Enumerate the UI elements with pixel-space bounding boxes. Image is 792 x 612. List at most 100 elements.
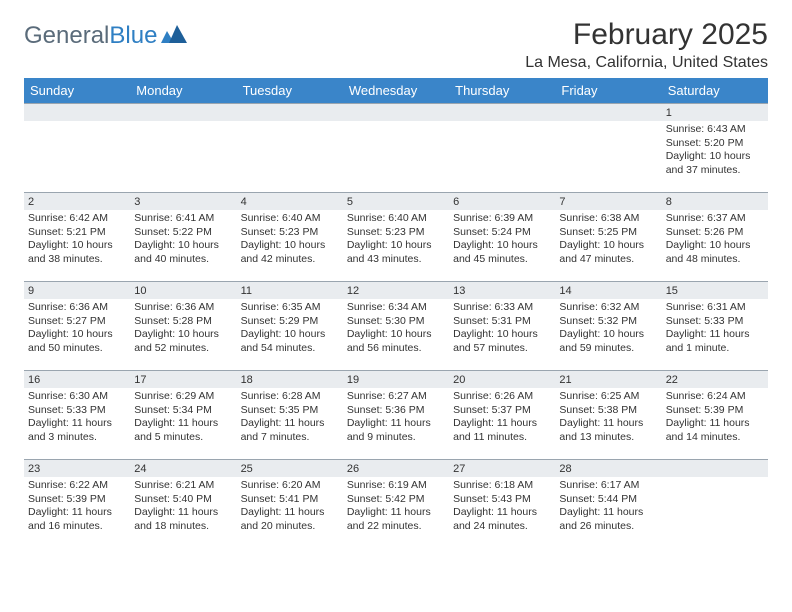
sunset-text: Sunset: 5:37 PM <box>453 404 551 418</box>
daylight-text: Daylight: 10 hours and 43 minutes. <box>347 239 445 266</box>
day-body: Sunrise: 6:24 AMSunset: 5:39 PMDaylight:… <box>662 388 768 449</box>
day-body: Sunrise: 6:30 AMSunset: 5:33 PMDaylight:… <box>24 388 130 449</box>
daylight-text: Daylight: 11 hours and 11 minutes. <box>453 417 551 444</box>
sunset-text: Sunset: 5:36 PM <box>347 404 445 418</box>
day-body: Sunrise: 6:41 AMSunset: 5:22 PMDaylight:… <box>130 210 236 271</box>
day-cell: 2Sunrise: 6:42 AMSunset: 5:21 PMDaylight… <box>24 193 130 281</box>
daylight-text: Daylight: 11 hours and 1 minute. <box>666 328 764 355</box>
daylight-text: Daylight: 11 hours and 9 minutes. <box>347 417 445 444</box>
day-number: 23 <box>24 460 130 477</box>
daylight-text: Daylight: 11 hours and 3 minutes. <box>28 417 126 444</box>
day-cell: 27Sunrise: 6:18 AMSunset: 5:43 PMDayligh… <box>449 460 555 548</box>
daylight-text: Daylight: 10 hours and 40 minutes. <box>134 239 232 266</box>
day-body: Sunrise: 6:31 AMSunset: 5:33 PMDaylight:… <box>662 299 768 360</box>
day-cell: 13Sunrise: 6:33 AMSunset: 5:31 PMDayligh… <box>449 282 555 370</box>
day-body: Sunrise: 6:27 AMSunset: 5:36 PMDaylight:… <box>343 388 449 449</box>
sunrise-text: Sunrise: 6:17 AM <box>559 479 657 493</box>
day-number: 18 <box>237 371 343 388</box>
day-body <box>237 121 343 127</box>
sunrise-text: Sunrise: 6:38 AM <box>559 212 657 226</box>
day-cell: 17Sunrise: 6:29 AMSunset: 5:34 PMDayligh… <box>130 371 236 459</box>
day-number: 1 <box>662 104 768 121</box>
day-cell: 15Sunrise: 6:31 AMSunset: 5:33 PMDayligh… <box>662 282 768 370</box>
sunset-text: Sunset: 5:34 PM <box>134 404 232 418</box>
day-body: Sunrise: 6:18 AMSunset: 5:43 PMDaylight:… <box>449 477 555 538</box>
daylight-text: Daylight: 11 hours and 7 minutes. <box>241 417 339 444</box>
day-number: 28 <box>555 460 661 477</box>
sunrise-text: Sunrise: 6:33 AM <box>453 301 551 315</box>
day-number: 19 <box>343 371 449 388</box>
day-body: Sunrise: 6:39 AMSunset: 5:24 PMDaylight:… <box>449 210 555 271</box>
day-body: Sunrise: 6:21 AMSunset: 5:40 PMDaylight:… <box>130 477 236 538</box>
daylight-text: Daylight: 11 hours and 18 minutes. <box>134 506 232 533</box>
day-number <box>237 104 343 121</box>
sunset-text: Sunset: 5:33 PM <box>28 404 126 418</box>
sunset-text: Sunset: 5:43 PM <box>453 493 551 507</box>
day-number: 10 <box>130 282 236 299</box>
day-number: 20 <box>449 371 555 388</box>
day-header-wednesday: Wednesday <box>343 78 449 103</box>
daylight-text: Daylight: 10 hours and 59 minutes. <box>559 328 657 355</box>
day-number: 17 <box>130 371 236 388</box>
day-body <box>555 121 661 127</box>
sunrise-text: Sunrise: 6:22 AM <box>28 479 126 493</box>
day-cell: 26Sunrise: 6:19 AMSunset: 5:42 PMDayligh… <box>343 460 449 548</box>
sunrise-text: Sunrise: 6:28 AM <box>241 390 339 404</box>
sunrise-text: Sunrise: 6:20 AM <box>241 479 339 493</box>
day-cell: 6Sunrise: 6:39 AMSunset: 5:24 PMDaylight… <box>449 193 555 281</box>
day-number: 25 <box>237 460 343 477</box>
day-body: Sunrise: 6:28 AMSunset: 5:35 PMDaylight:… <box>237 388 343 449</box>
day-cell <box>662 460 768 548</box>
month-title: February 2025 <box>525 18 768 52</box>
sunset-text: Sunset: 5:27 PM <box>28 315 126 329</box>
sunrise-text: Sunrise: 6:30 AM <box>28 390 126 404</box>
day-body: Sunrise: 6:36 AMSunset: 5:28 PMDaylight:… <box>130 299 236 360</box>
day-body: Sunrise: 6:32 AMSunset: 5:32 PMDaylight:… <box>555 299 661 360</box>
day-header-tuesday: Tuesday <box>237 78 343 103</box>
sunset-text: Sunset: 5:39 PM <box>28 493 126 507</box>
week-row: 23Sunrise: 6:22 AMSunset: 5:39 PMDayligh… <box>24 459 768 548</box>
day-cell: 16Sunrise: 6:30 AMSunset: 5:33 PMDayligh… <box>24 371 130 459</box>
daylight-text: Daylight: 10 hours and 42 minutes. <box>241 239 339 266</box>
sunset-text: Sunset: 5:23 PM <box>347 226 445 240</box>
day-cell <box>555 104 661 192</box>
day-number: 26 <box>343 460 449 477</box>
day-number <box>130 104 236 121</box>
day-body: Sunrise: 6:36 AMSunset: 5:27 PMDaylight:… <box>24 299 130 360</box>
day-number: 11 <box>237 282 343 299</box>
sunrise-text: Sunrise: 6:36 AM <box>134 301 232 315</box>
day-header-friday: Friday <box>555 78 661 103</box>
day-cell <box>130 104 236 192</box>
daylight-text: Daylight: 11 hours and 20 minutes. <box>241 506 339 533</box>
header: GeneralBlue February 2025 La Mesa, Calif… <box>24 18 768 72</box>
sunset-text: Sunset: 5:23 PM <box>241 226 339 240</box>
day-body: Sunrise: 6:17 AMSunset: 5:44 PMDaylight:… <box>555 477 661 538</box>
daylight-text: Daylight: 10 hours and 45 minutes. <box>453 239 551 266</box>
day-body <box>24 121 130 127</box>
day-header-saturday: Saturday <box>662 78 768 103</box>
daylight-text: Daylight: 11 hours and 13 minutes. <box>559 417 657 444</box>
logo: GeneralBlue <box>24 18 187 50</box>
day-number: 4 <box>237 193 343 210</box>
daylight-text: Daylight: 10 hours and 52 minutes. <box>134 328 232 355</box>
day-cell: 7Sunrise: 6:38 AMSunset: 5:25 PMDaylight… <box>555 193 661 281</box>
daylight-text: Daylight: 10 hours and 48 minutes. <box>666 239 764 266</box>
week-row: 1Sunrise: 6:43 AMSunset: 5:20 PMDaylight… <box>24 103 768 192</box>
day-body: Sunrise: 6:43 AMSunset: 5:20 PMDaylight:… <box>662 121 768 182</box>
day-cell <box>449 104 555 192</box>
sunrise-text: Sunrise: 6:27 AM <box>347 390 445 404</box>
daylight-text: Daylight: 11 hours and 5 minutes. <box>134 417 232 444</box>
sunset-text: Sunset: 5:26 PM <box>666 226 764 240</box>
day-body: Sunrise: 6:22 AMSunset: 5:39 PMDaylight:… <box>24 477 130 538</box>
sunrise-text: Sunrise: 6:39 AM <box>453 212 551 226</box>
sunrise-text: Sunrise: 6:40 AM <box>241 212 339 226</box>
day-number: 21 <box>555 371 661 388</box>
day-number: 14 <box>555 282 661 299</box>
day-number: 16 <box>24 371 130 388</box>
day-body: Sunrise: 6:40 AMSunset: 5:23 PMDaylight:… <box>237 210 343 271</box>
day-number: 3 <box>130 193 236 210</box>
day-number: 15 <box>662 282 768 299</box>
day-body: Sunrise: 6:26 AMSunset: 5:37 PMDaylight:… <box>449 388 555 449</box>
sunrise-text: Sunrise: 6:21 AM <box>134 479 232 493</box>
week-row: 2Sunrise: 6:42 AMSunset: 5:21 PMDaylight… <box>24 192 768 281</box>
